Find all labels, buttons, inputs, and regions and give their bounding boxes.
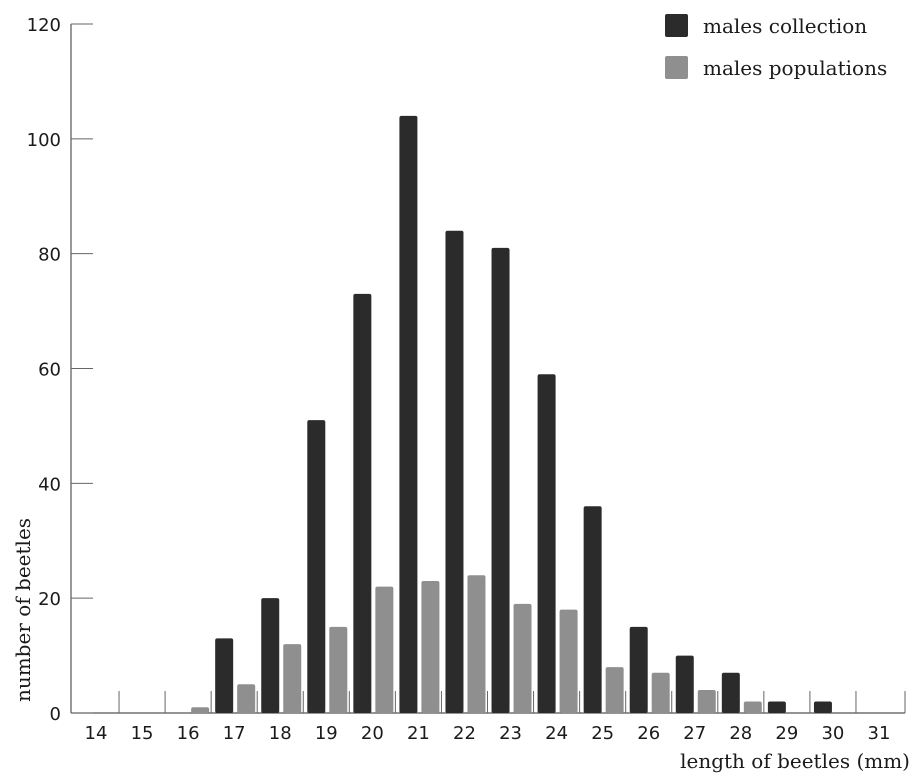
bar-males-collection (353, 293, 372, 713)
x-tick-label: 31 (868, 723, 891, 744)
x-tick-label: 24 (545, 723, 568, 744)
bar-males-populations (559, 609, 578, 713)
x-tick-label: 17 (223, 723, 246, 744)
x-tick-label: 15 (131, 723, 154, 744)
bar-males-collection (583, 506, 602, 713)
legend-swatch-males-populations (665, 56, 688, 79)
x-tick-label: 20 (361, 723, 384, 744)
y-tick-label: 60 (38, 360, 61, 381)
bar-males-populations (237, 684, 256, 713)
x-tick-label: 23 (499, 723, 522, 744)
x-tick-label: 18 (269, 723, 292, 744)
x-tick-label: 22 (453, 723, 476, 744)
legend-swatch-males-collection (665, 14, 688, 37)
x-tick-label: 29 (775, 723, 798, 744)
x-tick-label: 14 (85, 723, 108, 744)
x-axis-label: length of beetles (mm) (680, 749, 910, 773)
bar-males-populations (513, 603, 532, 713)
bar-males-populations (283, 644, 302, 713)
x-tick-label: 19 (315, 723, 338, 744)
y-axis-label: number of beetles (11, 518, 35, 702)
bar-males-populations (697, 690, 716, 713)
bar-males-collection (215, 638, 234, 713)
bar-males-collection (307, 420, 326, 713)
legend-label-males-collection: males collection (703, 14, 867, 38)
axes: 0 20 40 60 80 100 120 14 15 16 17 18 19 20 21 22 23 24 25 2… (27, 15, 906, 744)
bar-males-populations (375, 586, 394, 713)
y-tick-label: 40 (38, 474, 61, 495)
bar-males-collection (675, 655, 694, 713)
bar-males-populations (191, 707, 210, 713)
bar-males-populations (605, 667, 624, 713)
y-tick-label: 80 (38, 245, 61, 266)
bar-males-collection (767, 701, 786, 713)
x-tick-label: 28 (729, 723, 752, 744)
x-tick-label: 26 (637, 723, 660, 744)
y-tick-label: 120 (27, 15, 61, 36)
bar-males-populations (651, 672, 670, 713)
x-tick-label: 25 (591, 723, 614, 744)
legend-label-males-populations: males populations (703, 56, 887, 80)
y-tick-label: 20 (38, 589, 61, 610)
x-tick-label: 30 (821, 723, 844, 744)
x-tick-label: 27 (683, 723, 706, 744)
x-tick-label: 21 (407, 723, 430, 744)
bar-males-populations (329, 626, 348, 713)
bar-males-collection (491, 247, 510, 714)
bar-males-collection (537, 374, 556, 713)
bar-males-populations (743, 701, 762, 713)
bar-males-collection (629, 626, 648, 713)
bar-males-collection (721, 672, 740, 713)
bar-males-collection (813, 701, 832, 713)
bar-males-collection (399, 115, 418, 713)
bar-males-collection (261, 598, 280, 713)
y-tick-label: 100 (27, 130, 61, 151)
bar-males-populations (467, 575, 486, 713)
x-tick-label: 16 (177, 723, 200, 744)
y-tick-label: 0 (50, 704, 61, 725)
bar-males-populations (421, 580, 440, 713)
bars (191, 115, 832, 714)
legend: males collection males populations (665, 14, 887, 80)
bar-males-collection (445, 230, 464, 713)
